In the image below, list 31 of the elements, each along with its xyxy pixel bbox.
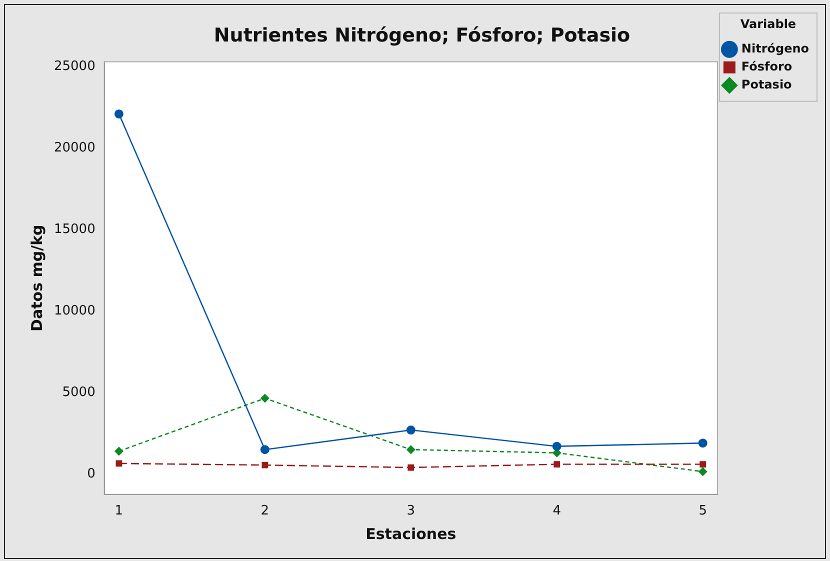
legend-label: Nitrógeno — [741, 42, 810, 56]
legend-label: Fósforo — [741, 60, 792, 74]
point — [406, 426, 416, 435]
point — [698, 467, 708, 476]
y-tick-label: 20000 — [54, 140, 96, 156]
point — [408, 464, 414, 471]
point — [262, 462, 268, 468]
legend-title: Variable — [740, 17, 796, 32]
chart-title: Nutrientes Nitrógeno; Fósforo; Potasio — [214, 24, 630, 46]
x-tick-label: 1 — [114, 504, 124, 519]
legend-label: Potasio — [741, 78, 792, 92]
y-tick-label: 5000 — [62, 384, 96, 400]
x-tick-label: 4 — [552, 504, 562, 519]
point — [114, 446, 124, 456]
y-axis-title: Datos mg/kg — [28, 224, 46, 332]
x-axis-title: Estaciones — [366, 524, 456, 543]
y-tick-label: 10000 — [54, 303, 96, 318]
point — [700, 461, 706, 468]
y-tick-label: 0 — [87, 466, 96, 482]
point — [552, 442, 562, 451]
x-tick-label: 5 — [698, 504, 707, 519]
point — [406, 445, 416, 454]
point — [698, 438, 708, 448]
point — [554, 461, 560, 468]
y-tick-label: 25000 — [54, 59, 96, 74]
point — [260, 394, 270, 403]
point — [114, 109, 124, 118]
x-tick-label: 2 — [260, 504, 270, 519]
x-tick-label: 3 — [406, 504, 416, 519]
y-tick-label: 15000 — [54, 222, 96, 237]
point — [260, 445, 270, 454]
